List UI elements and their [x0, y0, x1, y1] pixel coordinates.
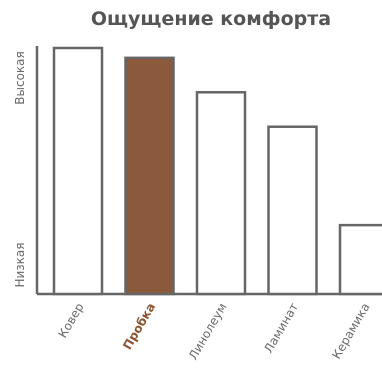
x-tick-label-2: Пробка: [120, 301, 158, 353]
bar-3: [195, 91, 247, 296]
y-axis-high-label: Высокая: [13, 51, 27, 104]
bars: [52, 46, 382, 296]
bar-1: [52, 46, 104, 296]
x-tick-label-4: Ламинат: [261, 300, 301, 355]
bar-4: [267, 125, 318, 296]
y-axis-low-label: Низкая: [13, 242, 27, 287]
bar-2: [124, 56, 175, 296]
x-tick-label-3: Линолеум: [186, 301, 230, 363]
x-tick-labels: Ковер Пробка Линолеум Ламинат Керамика: [56, 300, 373, 362]
y-axis: Высокая Низкая: [13, 46, 39, 294]
x-tick-label-1: Ковер: [56, 301, 87, 341]
bar-5: [338, 223, 382, 296]
chart-title: Ощущение комфорта: [91, 8, 331, 30]
x-tick-label-5: Керамика: [329, 301, 372, 362]
